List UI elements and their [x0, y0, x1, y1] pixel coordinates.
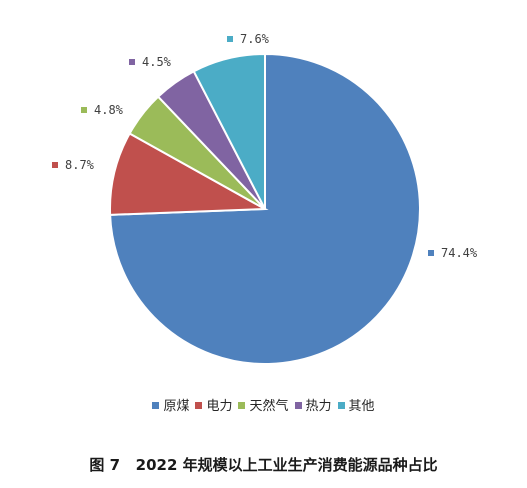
data-label-coal: 74.4% [441, 246, 478, 260]
legend-swatch [238, 402, 246, 409]
data-label-electricity: 8.7% [65, 158, 95, 172]
data-label-heat: 4.5% [142, 55, 172, 69]
legend-item-other: 其他 [337, 395, 375, 414]
legend-item-heat: 热力 [294, 395, 332, 414]
legend-item-natural-gas: 天然气 [238, 395, 289, 414]
legend-swatch [337, 402, 345, 409]
data-label-marker-heat [129, 59, 135, 65]
figure-caption: 图 7 2022 年规模以上工业生产消费能源品种占比 [89, 456, 438, 474]
legend-swatch [195, 402, 203, 409]
pie-slice-electricity [109, 132, 269, 216]
pie-chart: 74.4% 8.7% 4.8% 4.5% 7.6% [52, 32, 478, 365]
data-label-other: 7.6% [240, 32, 270, 46]
data-label-marker-natural-gas [81, 107, 87, 113]
legend-label: 天然气 [249, 399, 289, 414]
legend-label: 其他 [348, 399, 375, 414]
data-label-marker-electricity [52, 162, 58, 168]
chart-legend: 原煤 电力 天然气 热力 其他 [0, 395, 527, 414]
legend-item-coal: 原煤 [152, 395, 189, 414]
data-label-natural-gas: 4.8% [94, 103, 124, 117]
pie-slice-other [192, 52, 266, 210]
data-label-marker-coal [428, 250, 434, 256]
legend-label: 原煤 [163, 399, 190, 414]
legend-label: 热力 [305, 399, 332, 414]
legend-swatch [294, 402, 302, 409]
data-labels: 74.4% 8.7% 4.8% 4.5% 7.6% [52, 32, 478, 260]
legend-item-electricity: 电力 [195, 395, 232, 414]
legend-swatch [152, 402, 160, 409]
data-label-marker-other [227, 36, 233, 42]
legend-label: 电力 [206, 399, 233, 414]
pie-slices [109, 52, 421, 365]
